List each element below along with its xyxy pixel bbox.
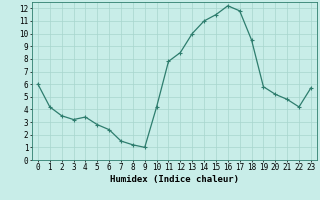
X-axis label: Humidex (Indice chaleur): Humidex (Indice chaleur) [110,175,239,184]
